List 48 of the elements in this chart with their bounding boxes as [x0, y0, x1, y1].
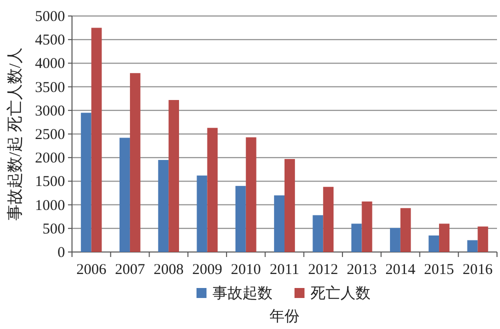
bar: [274, 195, 284, 252]
bar: [246, 137, 256, 252]
bar: [235, 186, 246, 252]
bar: [439, 224, 450, 252]
bar: [80, 112, 92, 252]
y-tick-label: 4500: [35, 32, 65, 49]
bar: [130, 73, 140, 252]
y-tick-label: 5000: [35, 9, 65, 25]
y-tick-label: 1000: [35, 198, 65, 214]
x-tick-label: 2010: [230, 262, 261, 278]
bar: [120, 138, 130, 252]
x-tick-label: 2011: [270, 262, 300, 278]
x-tick-label: 2012: [308, 262, 338, 278]
bar: [478, 226, 488, 252]
bar: [196, 176, 208, 252]
legend-label: 事故起数: [212, 285, 272, 302]
bar: [351, 224, 362, 252]
bar: [207, 128, 218, 252]
x-tick-label: 2013: [346, 262, 377, 278]
x-tick-label: 2009: [192, 262, 222, 278]
y-tick-label: 500: [42, 221, 65, 238]
bar: [467, 240, 478, 252]
legend-label: 死亡人数: [310, 285, 370, 302]
y-tick-label: 3000: [35, 103, 65, 120]
y-axis-title: 事故起数/起 死亡人数/人: [6, 48, 24, 220]
bar: [390, 228, 400, 252]
x-tick-label: 2014: [385, 262, 416, 278]
y-tick-label: 2000: [35, 150, 65, 167]
x-axis-title: 年份: [270, 308, 300, 325]
x-tick-label: 2007: [114, 262, 146, 278]
y-tick-label: 4000: [35, 56, 65, 72]
x-tick-label: 2016: [462, 262, 494, 278]
bar: [428, 235, 440, 252]
x-tick-label: 2015: [424, 262, 454, 278]
bar: [284, 159, 295, 252]
x-tick-label: 2006: [76, 262, 107, 278]
y-tick-label: 0: [58, 245, 65, 261]
bar: [91, 28, 102, 252]
bar: [158, 160, 169, 252]
x-tick-label: 2008: [154, 262, 184, 278]
bar: [362, 201, 372, 252]
bar: [323, 186, 334, 252]
bar: [400, 208, 411, 252]
bar: [168, 100, 180, 252]
bar: [312, 215, 324, 252]
y-tick-label: 1500: [35, 174, 65, 190]
y-tick-label: 3500: [35, 80, 65, 96]
y-tick-label: 2500: [35, 127, 65, 143]
